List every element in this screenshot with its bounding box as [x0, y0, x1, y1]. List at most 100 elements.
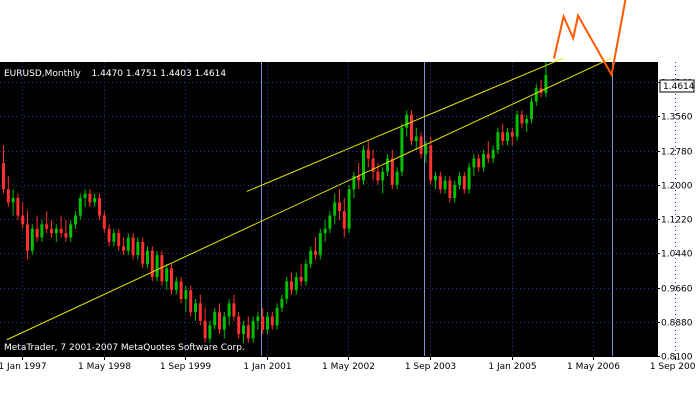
candle-body [232, 303, 236, 317]
candle-down [179, 277, 183, 304]
candle-body [59, 228, 63, 234]
candle-body [165, 268, 169, 282]
candle-body [208, 325, 212, 339]
candle-up [530, 97, 533, 124]
channel-line-upper [246, 57, 564, 192]
candle-body [362, 149, 365, 181]
candle-body [390, 158, 394, 185]
candle-up [294, 272, 298, 295]
candle-up [362, 145, 365, 185]
candle-up [506, 127, 509, 146]
candle-body [477, 158, 481, 168]
candle-down [59, 215, 63, 238]
candle-body [189, 290, 193, 313]
candle-body [174, 281, 178, 291]
candle-body [381, 171, 385, 181]
candle-body [35, 228, 39, 238]
candle-up [165, 263, 169, 291]
x-tick-label: 1 Sep 2007 [650, 362, 696, 372]
candle-body [410, 114, 413, 141]
x-tick-label: 1 May 2006 [567, 362, 620, 372]
candle-body [275, 307, 279, 326]
candle-up [318, 228, 322, 260]
candle-down [232, 294, 236, 321]
y-tick-label: 1.2000 [661, 182, 693, 192]
candle-body [155, 255, 159, 278]
candle-up [40, 219, 44, 242]
candle-body [270, 316, 274, 326]
candle-down [246, 316, 250, 343]
candle-down [371, 149, 375, 181]
candle-body [256, 316, 260, 321]
candle-body [386, 158, 389, 172]
candle-body [534, 88, 538, 102]
candle-down [338, 189, 341, 220]
candle-up [352, 171, 356, 199]
candle-down [16, 193, 20, 220]
candle-up [453, 180, 457, 203]
candle-body [299, 277, 303, 282]
candle-down [102, 211, 106, 234]
candle-body [30, 228, 34, 251]
candle-up [525, 114, 529, 133]
candle-body [117, 233, 121, 247]
candle-up [534, 83, 538, 106]
candle-body [309, 250, 313, 264]
candle-down [486, 140, 490, 163]
candle-body [338, 202, 341, 212]
candle-body [496, 132, 500, 150]
candle-up [496, 127, 500, 155]
candle-down [122, 237, 125, 256]
candle-down [366, 140, 370, 168]
candle-down [26, 211, 29, 260]
candle-down [198, 294, 202, 326]
candle-up [251, 316, 255, 343]
candle-body [285, 281, 289, 299]
candle-up [395, 167, 399, 190]
candle-up [194, 298, 197, 321]
candle-body [486, 154, 490, 159]
candle-body [352, 176, 356, 190]
x-axis-ticks: 1 Jan 1997 1 May 1998 1 Sep 1999 1 Jan 2001… [0, 356, 696, 372]
candle-down [203, 307, 207, 343]
candle-body [472, 158, 476, 168]
candle-body [198, 303, 202, 321]
y-tick-label: 1.0440 [661, 250, 693, 260]
current-price-label: 1.4614 [663, 82, 695, 92]
candle-body [506, 132, 509, 141]
candle-down [410, 110, 413, 146]
candle-body [122, 246, 125, 251]
candle-body [376, 171, 380, 181]
candle-up [11, 189, 15, 216]
candle-down [501, 123, 505, 146]
candle-up [30, 224, 34, 256]
candle-body [26, 224, 29, 251]
candle-down [261, 307, 265, 335]
candle-body [448, 180, 452, 199]
candle-body [45, 224, 49, 229]
x-tick-label: 1 May 2002 [322, 362, 375, 372]
chart-background [0, 62, 657, 356]
candle-up [434, 171, 437, 190]
candle-body [74, 215, 77, 225]
candle-up [136, 237, 140, 260]
candle-up [472, 154, 476, 177]
candle-up [184, 285, 188, 313]
x-tick-label: 1 Sep 2003 [405, 362, 456, 372]
candle-body [443, 180, 447, 190]
candle-down [88, 189, 92, 207]
candle-body [429, 145, 433, 181]
candle-body [64, 233, 68, 238]
candle-up [275, 303, 279, 330]
candle-up [443, 176, 447, 194]
candle-body [414, 136, 418, 141]
candle-up [285, 277, 289, 304]
candle-body [366, 149, 370, 159]
candle-up [242, 320, 245, 343]
y-tick-label: 1.2780 [661, 148, 693, 158]
vertical-markers [261, 62, 613, 356]
candle-body [328, 215, 332, 229]
candle-down [107, 224, 111, 247]
candle-body [16, 198, 20, 216]
candle-down [160, 250, 164, 286]
